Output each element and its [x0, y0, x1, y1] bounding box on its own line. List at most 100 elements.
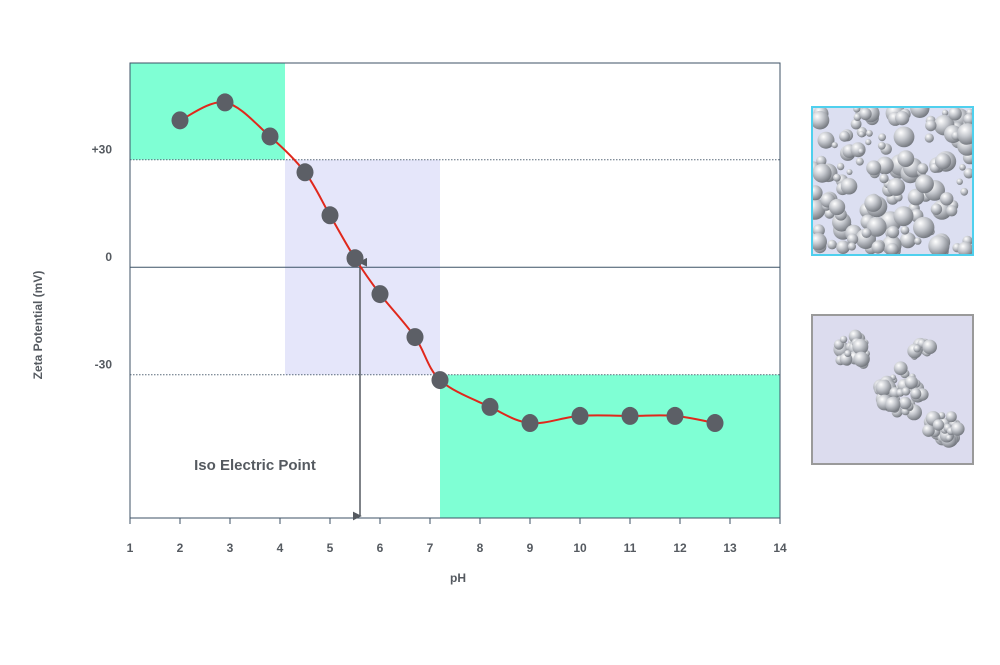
y-tick-label: 0	[105, 250, 112, 264]
y-tick-label: +30	[92, 143, 113, 157]
particle	[813, 185, 823, 201]
particle	[910, 388, 922, 400]
particle	[885, 396, 901, 413]
shaded-region-1	[130, 63, 285, 160]
dispersed-particles-image	[813, 108, 972, 254]
particle	[963, 113, 972, 125]
particle	[816, 155, 827, 167]
particle	[946, 205, 958, 217]
aggregated-particles-panel	[811, 314, 974, 465]
particle	[813, 233, 827, 251]
aggregated-particles-image	[833, 329, 965, 448]
particle	[853, 108, 861, 113]
x-tick-label: 11	[624, 541, 637, 555]
data-point	[666, 406, 684, 425]
particle	[858, 131, 865, 138]
x-tick-label: 2	[177, 541, 184, 555]
particle	[893, 126, 915, 148]
particle	[959, 164, 966, 171]
particle	[813, 163, 832, 183]
data-point	[296, 163, 314, 182]
particle	[945, 434, 953, 442]
particle	[866, 129, 873, 137]
particle	[858, 148, 864, 155]
particle	[852, 338, 869, 355]
data-point	[321, 206, 339, 225]
x-tick-label: 5	[327, 541, 334, 555]
particle	[878, 133, 886, 142]
particle	[847, 242, 856, 251]
particle	[875, 379, 892, 396]
data-point	[216, 93, 234, 112]
dispersed-particles-panel	[811, 106, 974, 256]
plot-frame	[129, 62, 781, 519]
particle	[897, 150, 915, 167]
data-point	[346, 249, 364, 268]
particle	[853, 113, 862, 121]
particle	[840, 177, 858, 195]
particle	[917, 163, 929, 175]
particle	[866, 216, 887, 237]
particle	[813, 110, 830, 130]
particle	[907, 188, 925, 206]
zeta-potential-chart: 1 2 3 4 5 6 7 8 9 10 11 12 13 14 +300-30 pH Zeta Pote…	[31, 62, 787, 585]
particle	[956, 178, 963, 185]
particle	[887, 177, 906, 196]
iso-electric-point-label: Iso Electric Point	[194, 457, 316, 474]
particle	[922, 339, 937, 355]
x-tick-label: 7	[427, 541, 434, 555]
particle	[844, 350, 852, 357]
x-tick-label: 4	[277, 541, 284, 555]
particle	[957, 241, 972, 254]
particle	[941, 109, 949, 116]
data-point	[171, 111, 189, 130]
particle	[913, 216, 935, 239]
particle	[913, 345, 921, 353]
data-point	[521, 414, 539, 433]
particle	[960, 187, 969, 196]
particle	[866, 160, 882, 176]
particle	[898, 396, 912, 410]
particle	[871, 240, 885, 254]
shaded-region-3	[440, 374, 780, 518]
particle	[930, 203, 943, 215]
particle	[853, 351, 869, 367]
y-axis-label: Zeta Potential (mV)	[31, 271, 45, 380]
particle	[945, 411, 957, 423]
particle	[831, 142, 838, 149]
particle	[899, 232, 916, 249]
data-point	[706, 414, 724, 433]
particle	[900, 225, 910, 235]
x-tick-label: 1	[127, 541, 134, 555]
particle	[865, 139, 872, 146]
x-tick-label: 10	[573, 541, 587, 555]
particle	[914, 237, 922, 245]
particle	[839, 335, 848, 344]
particle	[836, 162, 845, 171]
particle	[901, 387, 911, 396]
data-point	[406, 328, 424, 347]
particle	[895, 111, 910, 126]
particle	[948, 108, 962, 121]
data-point	[571, 406, 589, 425]
x-tick-label: 13	[723, 541, 737, 555]
particle	[836, 240, 850, 254]
particle	[893, 206, 914, 227]
x-tick-label: 9	[527, 541, 534, 555]
particle	[861, 228, 872, 238]
particle	[879, 173, 889, 184]
data-point	[261, 127, 279, 146]
data-point	[371, 285, 389, 304]
particle	[817, 131, 835, 149]
x-tick-label: 3	[227, 541, 234, 555]
particle	[846, 169, 853, 175]
particle	[910, 108, 930, 118]
particle	[877, 141, 886, 150]
particle	[855, 157, 864, 166]
particle	[928, 235, 950, 254]
particle	[951, 422, 965, 436]
particle	[886, 243, 899, 254]
particle	[904, 375, 918, 389]
data-point	[431, 371, 449, 390]
particle	[940, 192, 954, 206]
